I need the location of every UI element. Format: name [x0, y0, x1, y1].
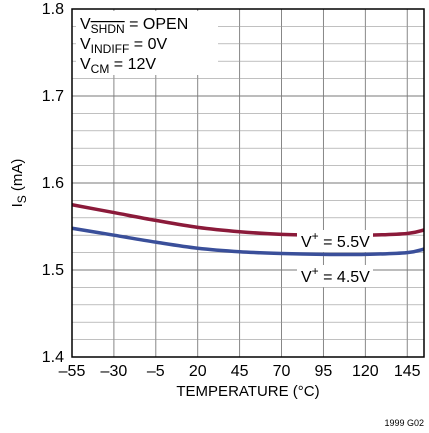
x-tick-labels: –55 –30 –5 20 45 70 95 120 145: [59, 363, 421, 380]
series-label-background-2: [297, 265, 373, 287]
x-tick-label: –55: [59, 363, 86, 380]
x-tick-label: 70: [273, 363, 291, 380]
plot-frame: [71, 8, 425, 358]
condition-2: VINDIFF = 0V: [80, 36, 167, 56]
series-label-1: V+ = 5.5V: [301, 229, 370, 251]
series-line-2: [71, 226, 425, 257]
y-axis-label: IS (mA): [9, 159, 29, 208]
y-tick-label: 1.7: [42, 88, 64, 105]
y-axis-label-unit: (mA): [9, 159, 26, 196]
condition-1: VSHDN = OPEN: [80, 16, 188, 36]
series-label-background-1: [297, 230, 373, 252]
series-labels: V+ = 5.5V V+ = 4.5V: [297, 229, 373, 287]
x-tick-label: 95: [315, 363, 333, 380]
condition-sub-2: INDIFF: [91, 42, 130, 56]
conditions-background: [76, 11, 218, 75]
x-tick-label: 145: [394, 363, 421, 380]
figure-id: 1999 G02: [384, 418, 424, 428]
y-axis-label-sub: S: [15, 195, 29, 203]
y-tick-label: 1.8: [42, 1, 64, 18]
y-tick-labels: 1.4 1.5 1.6 1.7 1.8: [42, 1, 64, 366]
y-axis-label-main: I: [9, 203, 26, 207]
x-tick-label: –5: [147, 363, 165, 380]
x-tick-label: 45: [231, 363, 249, 380]
condition-3: VCM = 12V: [80, 56, 156, 76]
x-axis-label: TEMPERATURE (°C): [176, 383, 319, 400]
series-label-2: V+ = 4.5V: [301, 264, 370, 286]
x-tick-label: 120: [352, 363, 379, 380]
series-curves: [71, 203, 425, 257]
y-tick-label: 1.6: [42, 175, 64, 192]
condition-sub-3: CM: [91, 62, 110, 76]
x-tick-label: –30: [101, 363, 128, 380]
series-line-1: [71, 203, 425, 238]
condition-sub-1: SHDN: [91, 22, 125, 36]
y-tick-label: 1.4: [42, 349, 64, 366]
x-tick-label: 20: [189, 363, 207, 380]
y-tick-label: 1.5: [42, 262, 64, 279]
